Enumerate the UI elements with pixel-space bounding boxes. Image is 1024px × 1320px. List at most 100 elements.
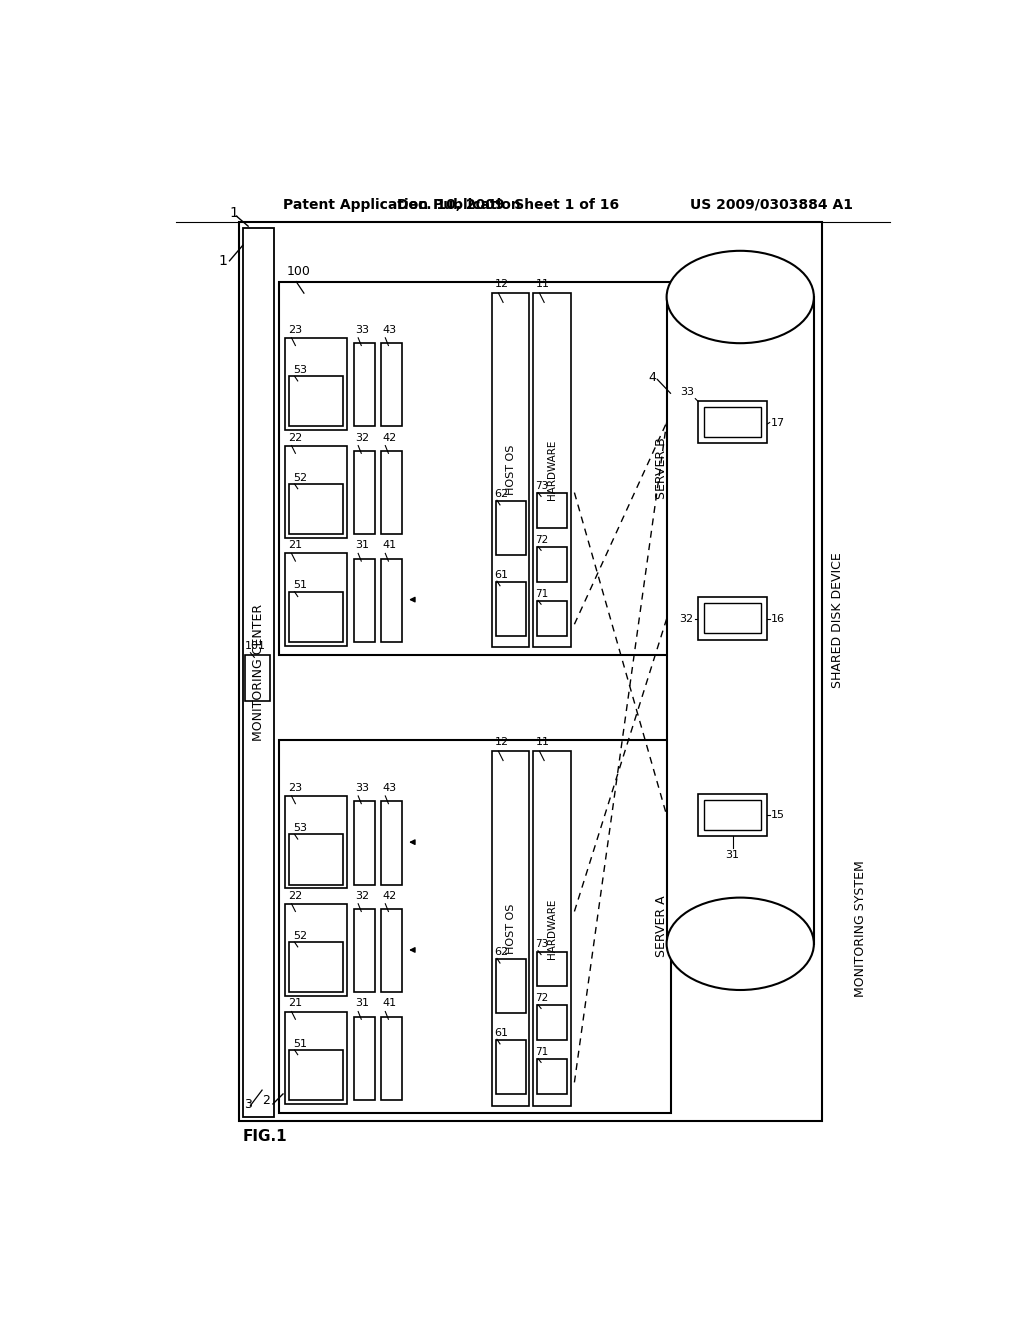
Bar <box>538 601 566 636</box>
Text: 72: 72 <box>535 535 548 545</box>
Text: 52: 52 <box>293 931 307 941</box>
Bar <box>381 1016 402 1100</box>
Bar <box>286 446 347 539</box>
Bar <box>496 502 525 554</box>
Text: 22: 22 <box>288 891 302 900</box>
Text: 3: 3 <box>245 1098 252 1111</box>
Text: 72: 72 <box>535 993 548 1003</box>
Bar <box>289 942 343 993</box>
Text: 11: 11 <box>536 280 550 289</box>
Text: 31: 31 <box>725 850 739 859</box>
Bar <box>286 1011 347 1104</box>
Text: HOST OS: HOST OS <box>506 445 516 495</box>
Text: 22: 22 <box>288 433 302 442</box>
Bar <box>703 800 761 830</box>
Text: 51: 51 <box>293 1039 307 1048</box>
Text: 43: 43 <box>382 325 396 335</box>
Text: 42: 42 <box>382 891 396 900</box>
Text: SERVER B: SERVER B <box>654 437 668 499</box>
Bar <box>245 655 270 701</box>
Text: 12: 12 <box>495 738 509 747</box>
Bar <box>243 227 273 1117</box>
Bar <box>353 1016 375 1100</box>
Bar <box>538 548 566 582</box>
Bar <box>534 751 570 1106</box>
Text: 61: 61 <box>494 570 508 579</box>
Text: 23: 23 <box>288 783 302 793</box>
Text: 53: 53 <box>293 822 307 833</box>
Text: FIG.1: FIG.1 <box>243 1129 288 1144</box>
Bar <box>534 293 570 647</box>
Bar <box>353 909 375 993</box>
Text: 1: 1 <box>229 206 238 220</box>
Text: 33: 33 <box>355 783 369 793</box>
Bar <box>538 494 566 528</box>
Text: 31: 31 <box>355 998 369 1008</box>
Bar <box>353 801 375 884</box>
Text: 15: 15 <box>771 810 785 820</box>
Text: 62: 62 <box>494 488 508 499</box>
Bar <box>381 801 402 884</box>
Text: Patent Application Publication: Patent Application Publication <box>283 198 521 211</box>
Bar <box>381 343 402 426</box>
Text: 21: 21 <box>288 540 302 550</box>
Text: 71: 71 <box>535 1047 548 1057</box>
Text: 52: 52 <box>293 473 307 483</box>
Text: Dec. 10, 2009  Sheet 1 of 16: Dec. 10, 2009 Sheet 1 of 16 <box>396 198 618 211</box>
Text: 71: 71 <box>535 589 548 599</box>
Bar <box>697 401 767 444</box>
Bar <box>289 484 343 535</box>
Bar <box>703 603 761 634</box>
Bar <box>353 451 375 535</box>
Bar <box>493 293 529 647</box>
Text: 31: 31 <box>355 540 369 550</box>
Text: 62: 62 <box>494 946 508 957</box>
Bar <box>286 904 347 997</box>
Bar <box>381 558 402 642</box>
Bar <box>697 597 767 640</box>
Text: 33: 33 <box>355 325 369 335</box>
Bar <box>496 960 525 1014</box>
Text: 33: 33 <box>680 387 693 397</box>
Text: 41: 41 <box>382 540 396 550</box>
Bar <box>703 407 761 437</box>
Text: 12: 12 <box>495 280 509 289</box>
Text: HOST OS: HOST OS <box>506 903 516 953</box>
Text: 23: 23 <box>288 325 302 335</box>
Text: 42: 42 <box>382 433 396 442</box>
FancyBboxPatch shape <box>667 297 814 944</box>
Text: 41: 41 <box>382 998 396 1008</box>
Bar <box>538 1059 566 1094</box>
Bar <box>286 553 347 645</box>
Text: 4: 4 <box>649 371 656 384</box>
Bar <box>697 793 767 836</box>
Text: 1: 1 <box>218 253 227 268</box>
Text: 16: 16 <box>771 614 785 624</box>
Bar <box>239 222 821 1121</box>
Bar <box>286 338 347 430</box>
Text: 17: 17 <box>771 417 785 428</box>
Text: SERVER A: SERVER A <box>654 896 668 957</box>
Text: 61: 61 <box>494 1028 508 1038</box>
Bar <box>538 952 566 986</box>
Text: US 2009/0303884 A1: US 2009/0303884 A1 <box>690 198 853 211</box>
Bar <box>289 591 343 642</box>
Text: 32: 32 <box>680 614 693 624</box>
Text: 101: 101 <box>245 642 266 651</box>
Text: SHARED DISK DEVICE: SHARED DISK DEVICE <box>830 553 844 688</box>
Text: 32: 32 <box>355 891 370 900</box>
Text: MONITORING SYSTEM: MONITORING SYSTEM <box>854 861 867 997</box>
Text: 32: 32 <box>355 433 370 442</box>
Ellipse shape <box>667 898 814 990</box>
Text: HARDWARE: HARDWARE <box>547 898 557 958</box>
Bar <box>280 281 671 655</box>
Text: 21: 21 <box>288 998 302 1008</box>
Bar <box>496 582 525 636</box>
Text: 73: 73 <box>535 940 548 949</box>
Bar <box>496 1040 525 1094</box>
Bar <box>286 796 347 888</box>
Text: HARDWARE: HARDWARE <box>547 440 557 500</box>
Ellipse shape <box>667 251 814 343</box>
Bar <box>289 834 343 884</box>
Bar <box>280 739 671 1113</box>
